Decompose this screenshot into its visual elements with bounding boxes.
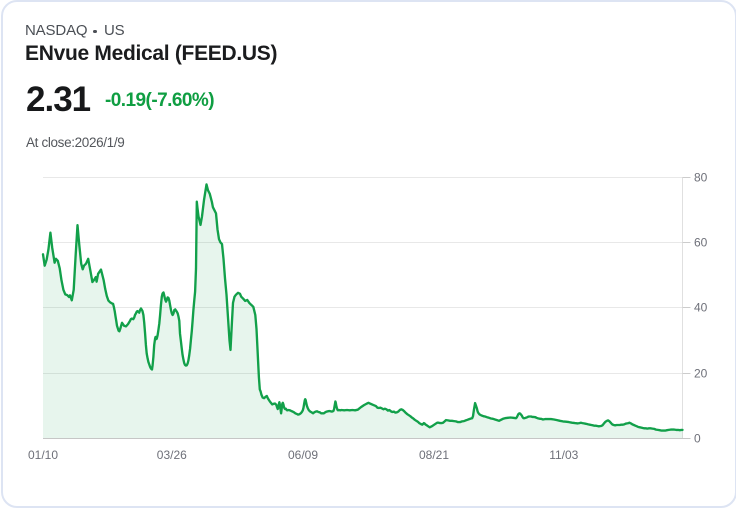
svg-text:06/09: 06/09: [288, 448, 318, 462]
svg-text:11/03: 11/03: [549, 448, 578, 462]
svg-text:20: 20: [694, 367, 708, 381]
svg-text:03/26: 03/26: [157, 448, 187, 462]
svg-text:40: 40: [694, 301, 708, 315]
svg-text:0: 0: [694, 432, 701, 446]
svg-text:80: 80: [694, 171, 708, 185]
svg-text:08/21: 08/21: [419, 448, 449, 462]
svg-text:01/10: 01/10: [28, 448, 58, 462]
svg-text:60: 60: [694, 236, 708, 250]
